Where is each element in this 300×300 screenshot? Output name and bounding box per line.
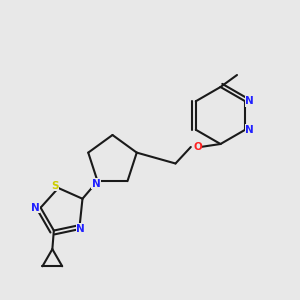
Text: N: N — [92, 178, 100, 188]
Text: N: N — [31, 202, 40, 213]
Text: N: N — [76, 224, 85, 234]
Text: S: S — [51, 181, 59, 190]
Text: N: N — [245, 125, 254, 135]
Text: N: N — [245, 96, 254, 106]
Text: O: O — [193, 142, 202, 152]
